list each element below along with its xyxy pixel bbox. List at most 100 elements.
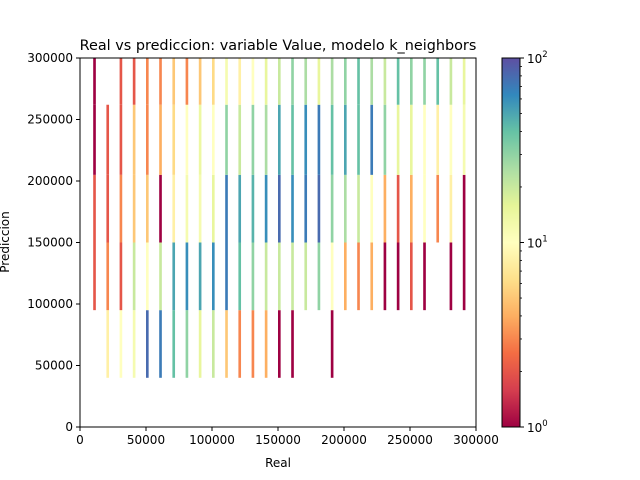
heatmap-cell	[383, 242, 387, 311]
heatmap-cell	[317, 242, 321, 311]
heatmap-cell	[264, 174, 268, 243]
heatmap-cell	[264, 104, 268, 175]
heatmap-cell	[330, 174, 334, 243]
heatmap-cell	[370, 58, 374, 105]
heatmap-cell	[198, 174, 202, 243]
colorbar	[501, 57, 521, 428]
heatmap-cell	[198, 58, 202, 105]
heatmap-cell	[462, 174, 466, 243]
heatmap-cell	[330, 242, 334, 311]
heatmap-cell	[159, 104, 162, 175]
x-tick-label: 50000	[127, 433, 165, 447]
heatmap-cell	[264, 310, 268, 378]
heatmap-cell	[370, 242, 374, 311]
heatmap-cell	[172, 58, 176, 105]
y-tick-label: 200000	[27, 174, 73, 188]
heatmap-cell	[449, 242, 453, 311]
x-tick-label: 100000	[189, 433, 235, 447]
colorbar-ticks: 100 101 102	[520, 50, 548, 435]
heatmap-cell	[106, 174, 110, 243]
heatmap-cell	[304, 174, 308, 243]
heatmap-cell	[462, 242, 466, 311]
heatmap-cell	[212, 104, 215, 175]
heatmap-cell	[106, 104, 110, 175]
heatmap-cell	[238, 58, 242, 105]
heatmap-cell	[225, 104, 228, 175]
heatmap-cell	[264, 242, 268, 311]
heatmap-cell	[251, 310, 255, 378]
heatmap-cell	[159, 174, 162, 243]
heatmap-cell	[436, 174, 440, 243]
heatmap-cell	[436, 58, 440, 105]
heatmap-cell	[410, 174, 413, 243]
x-tick-label: 250000	[387, 433, 433, 447]
heatmap-cell	[449, 174, 453, 243]
heatmap-cell	[198, 104, 202, 175]
heatmap-cell	[317, 58, 321, 105]
heatmap-cell	[146, 174, 149, 243]
heatmap-cell	[462, 58, 466, 105]
heatmap-cell	[159, 58, 162, 105]
heatmap-cell	[212, 242, 215, 311]
heatmap-cell	[251, 58, 255, 105]
heatmap-cell	[146, 242, 149, 311]
heatmap-cell	[185, 104, 189, 175]
heatmap-cell	[330, 310, 334, 378]
heatmap-cell	[357, 174, 360, 243]
x-tick-label: 200000	[321, 433, 367, 447]
heatmap-cell	[449, 58, 453, 105]
heatmap-cell	[172, 310, 176, 378]
heatmap-cell	[396, 242, 400, 311]
heatmap-cell	[423, 242, 426, 311]
heatmap-cell	[146, 104, 149, 175]
heatmap-cell	[93, 58, 96, 105]
colorbar-tick-label: 101	[527, 235, 548, 251]
y-tick-label: 50000	[35, 359, 73, 373]
heatmap-cell	[93, 174, 96, 243]
heatmap-cell	[278, 58, 281, 105]
heatmap-cell	[146, 58, 149, 105]
heatmap-cell	[159, 310, 162, 378]
heatmap-cell	[357, 104, 360, 175]
heatmap-cell	[396, 58, 400, 105]
heatmap-cell	[238, 242, 242, 311]
heatmap-cell	[132, 58, 136, 105]
heatmap-cell	[291, 58, 294, 105]
heatmap-cell	[278, 174, 281, 243]
heatmap-cell	[172, 174, 176, 243]
heatmap-cell	[410, 58, 413, 105]
heatmap-cell	[238, 104, 242, 175]
heatmap-cell	[119, 58, 123, 105]
heatmap-cell	[212, 310, 215, 378]
heatmap-cell	[251, 174, 255, 243]
heatmap-cell	[396, 174, 400, 243]
heatmap-cell	[225, 242, 228, 311]
heatmap-cell	[357, 58, 360, 105]
heatmap-cell	[132, 242, 136, 311]
heatmap-cell	[357, 242, 360, 311]
heatmap-cell	[119, 310, 123, 378]
heatmap-cell	[225, 58, 228, 105]
x-axis-ticks: 0 50000 100000 150000 200000 250000 300000	[76, 427, 499, 447]
heatmap-cell	[423, 58, 426, 105]
y-tick-label: 300000	[27, 51, 73, 65]
heatmap-cell	[93, 242, 96, 311]
heatmap-cell	[383, 58, 387, 105]
x-axis-label: Real	[265, 456, 291, 470]
heatmap-cell	[436, 104, 440, 175]
x-tick-label: 150000	[255, 433, 301, 447]
heatmap-cell	[410, 104, 413, 175]
heatmap-cell	[370, 104, 374, 175]
heatmap-cell	[251, 104, 255, 175]
heatmap-cell	[278, 242, 281, 311]
heatmap-cell	[278, 104, 281, 175]
heatmap-cell	[185, 174, 189, 243]
heatmap-cell	[304, 58, 308, 105]
heatmap-cell	[132, 104, 136, 175]
heatmap-cell	[291, 310, 294, 378]
heatmap-cell	[383, 104, 387, 175]
x-tick-label: 300000	[453, 433, 499, 447]
heatmap-cell	[344, 174, 347, 243]
heatmap-cell	[330, 58, 334, 105]
heatmap-cell	[225, 174, 228, 243]
